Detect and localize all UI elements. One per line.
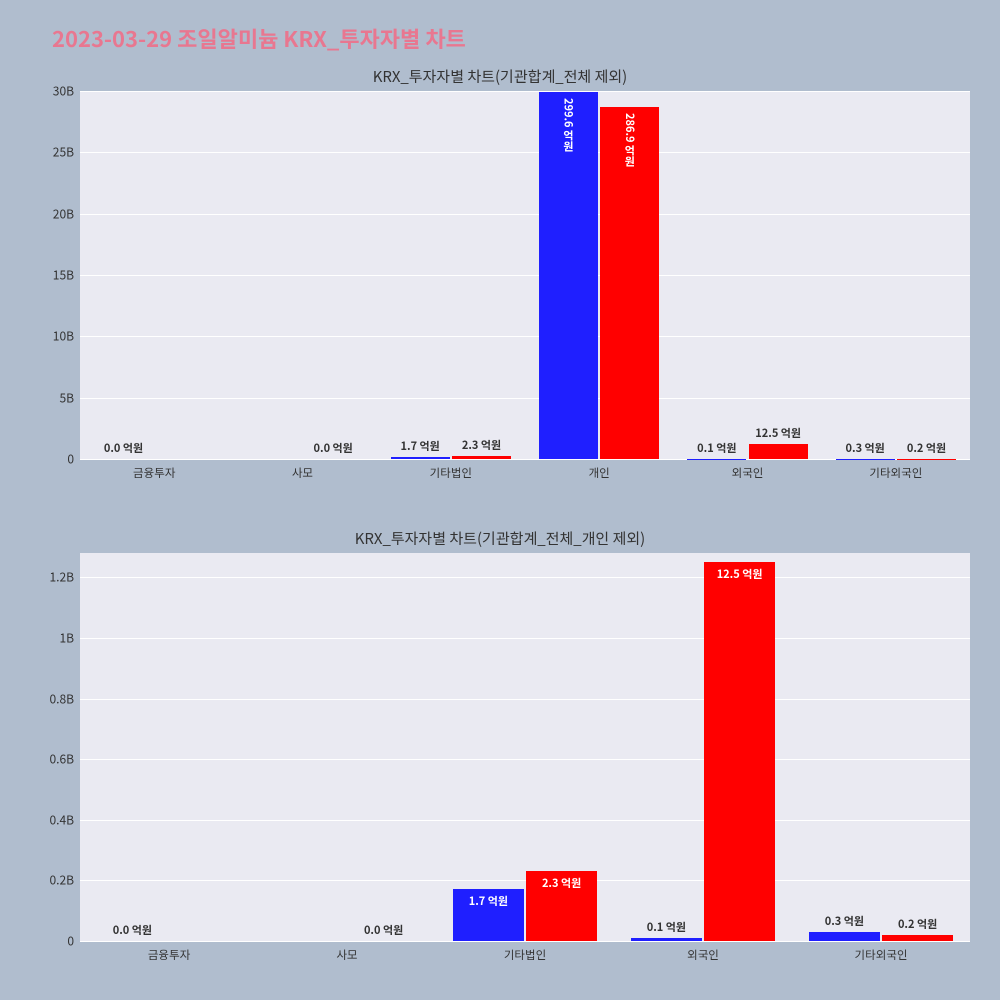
ytick-label: 0	[24, 451, 74, 468]
bar-label: 0.3 억원	[846, 440, 885, 456]
gridline	[80, 699, 970, 700]
bar-red	[452, 456, 511, 459]
bar-label: 2.3 억원	[542, 875, 581, 891]
xtick-label: 금융투자	[148, 947, 190, 963]
gridline	[80, 638, 970, 639]
bar-label: 0.0 억원	[104, 440, 143, 456]
gridline	[80, 941, 970, 942]
xtick-label: 외국인	[687, 947, 719, 963]
chart2-area: KRX_투자자별 차트(기관합계_전체_개인 제외) 0 0.2B 0.4B 0.6B…	[0, 528, 1000, 988]
ytick-label: 30B	[24, 83, 74, 100]
chart1-plot: 05B10B15B20B25B30B 0.0 억원1.7 억원299.6 억원0…	[0, 91, 1000, 481]
bar-label: 0.3 억원	[825, 913, 864, 929]
bar-label: 1.7 억원	[469, 893, 508, 909]
gridline	[80, 577, 970, 578]
bar-red	[749, 444, 808, 459]
ytick-label: 1B	[24, 629, 74, 646]
ytick-label: 20B	[24, 205, 74, 222]
bar-red	[882, 935, 953, 941]
bar-label: 12.5 억원	[755, 425, 801, 441]
gridline	[80, 91, 970, 92]
bar-label: 0.1 억원	[647, 919, 686, 935]
gridline	[80, 880, 970, 881]
bar-blue: 1.7 억원	[453, 889, 524, 941]
bar-label: 0.1 억원	[697, 440, 736, 456]
ytick-label: 10B	[24, 328, 74, 345]
chart1-area: KRX_투자자별 차트(기관합계_전체 제외) 0 5B 10B 15B 20B 25B 3…	[0, 66, 1000, 506]
xtick-label: 기타법인	[430, 465, 472, 481]
ytick-label: 25B	[24, 144, 74, 161]
bar-label: 1.7 억원	[401, 438, 440, 454]
bar-blue: 299.6 억원	[539, 92, 598, 460]
xtick-label: 기타법인	[504, 947, 546, 963]
chart2-bg	[80, 553, 970, 941]
xtick-label: 사모	[292, 465, 313, 481]
ytick-label: 1.2B	[24, 569, 74, 586]
bar-red: 2.3 억원	[526, 871, 597, 941]
xtick-label: 기타외국인	[869, 465, 922, 481]
ytick-label: 0.8B	[24, 690, 74, 707]
ytick-label: 5B	[24, 389, 74, 406]
gridline	[80, 459, 970, 460]
bar-label: 286.9 억원	[622, 113, 638, 167]
xtick-label: 사모	[336, 947, 357, 963]
chart2-title: KRX_투자자별 차트(기관합계_전체_개인 제외)	[0, 528, 1000, 549]
chart1-title: KRX_투자자별 차트(기관합계_전체 제외)	[0, 66, 1000, 87]
bar-label: 0.0 억원	[314, 440, 353, 456]
ytick-label: 0.4B	[24, 811, 74, 828]
ytick-label: 0	[24, 933, 74, 950]
ytick-label: 15B	[24, 267, 74, 284]
gridline	[80, 820, 970, 821]
bar-red: 286.9 억원	[600, 107, 659, 459]
bar-blue	[391, 457, 450, 459]
ytick-label: 0.2B	[24, 872, 74, 889]
bar-red: 12.5 억원	[704, 562, 775, 941]
bar-label: 12.5 억원	[717, 566, 763, 582]
gridline	[80, 152, 970, 153]
bar-label: 0.2 억원	[898, 916, 937, 932]
bar-label: 0.0 억원	[364, 922, 403, 938]
bar-label: 0.2 억원	[907, 440, 946, 456]
bar-blue	[631, 938, 702, 941]
gridline	[80, 759, 970, 760]
bar-blue	[809, 932, 880, 941]
bar-label: 0.0 억원	[113, 922, 152, 938]
main-title: 2023-03-29 조일알미늄 KRX_투자자별 차트	[0, 0, 1000, 54]
bar-label: 2.3 억원	[462, 437, 501, 453]
gridline	[80, 336, 970, 337]
ytick-label: 0.6B	[24, 751, 74, 768]
xtick-label: 외국인	[732, 465, 764, 481]
chart2-plot: 0 0.2B 0.4B 0.6B 0.8B 1B 1.2B 0.0 억원 1.7 억원 0.1 …	[0, 553, 1000, 963]
bar-label: 299.6 억원	[560, 98, 576, 152]
gridline	[80, 275, 970, 276]
xtick-label: 금융투자	[133, 465, 175, 481]
gridline	[80, 398, 970, 399]
xtick-label: 기타외국인	[855, 947, 908, 963]
gridline	[80, 214, 970, 215]
xtick-label: 개인	[589, 465, 610, 481]
